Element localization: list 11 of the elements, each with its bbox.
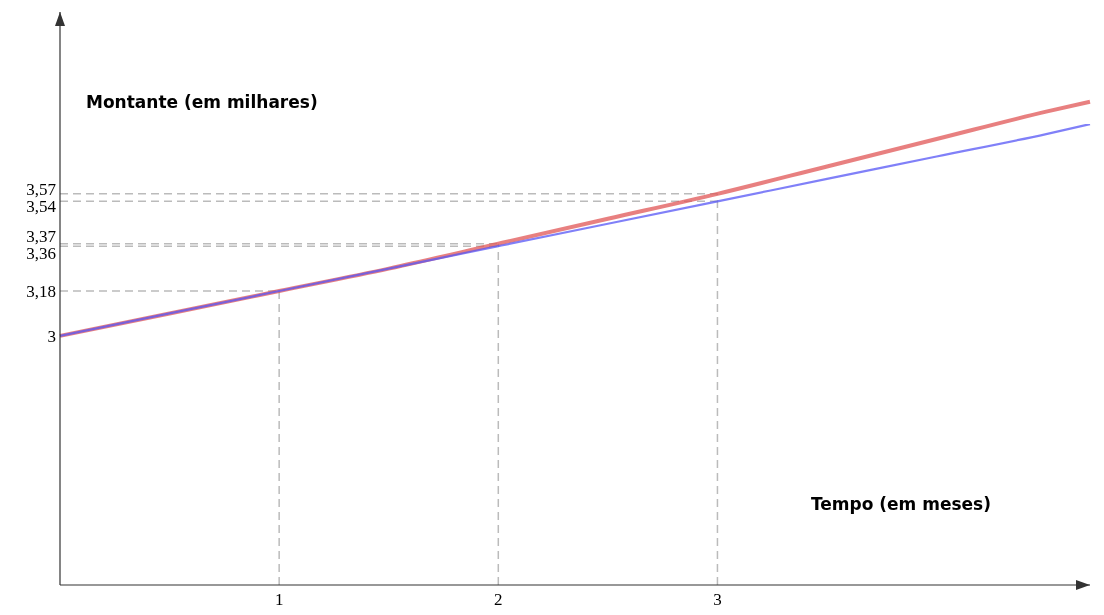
y-axis-title: Montante (em milhares) [86, 92, 318, 112]
x-tick-label: 3 [713, 590, 722, 609]
y-tick-label: 3,57 [26, 180, 57, 200]
y-tick-label: 3,36 [26, 244, 56, 264]
x-tick-label: 2 [494, 590, 503, 609]
x-axis-title: Tempo (em meses) [810, 494, 991, 514]
y-tick-label: 3,18 [26, 281, 56, 301]
y-tick-label: 3,54 [26, 197, 57, 217]
x-tick-label: 1 [274, 590, 284, 609]
y-tick-label: 3 [47, 326, 56, 346]
y-tick-label: 3,37 [26, 227, 57, 247]
